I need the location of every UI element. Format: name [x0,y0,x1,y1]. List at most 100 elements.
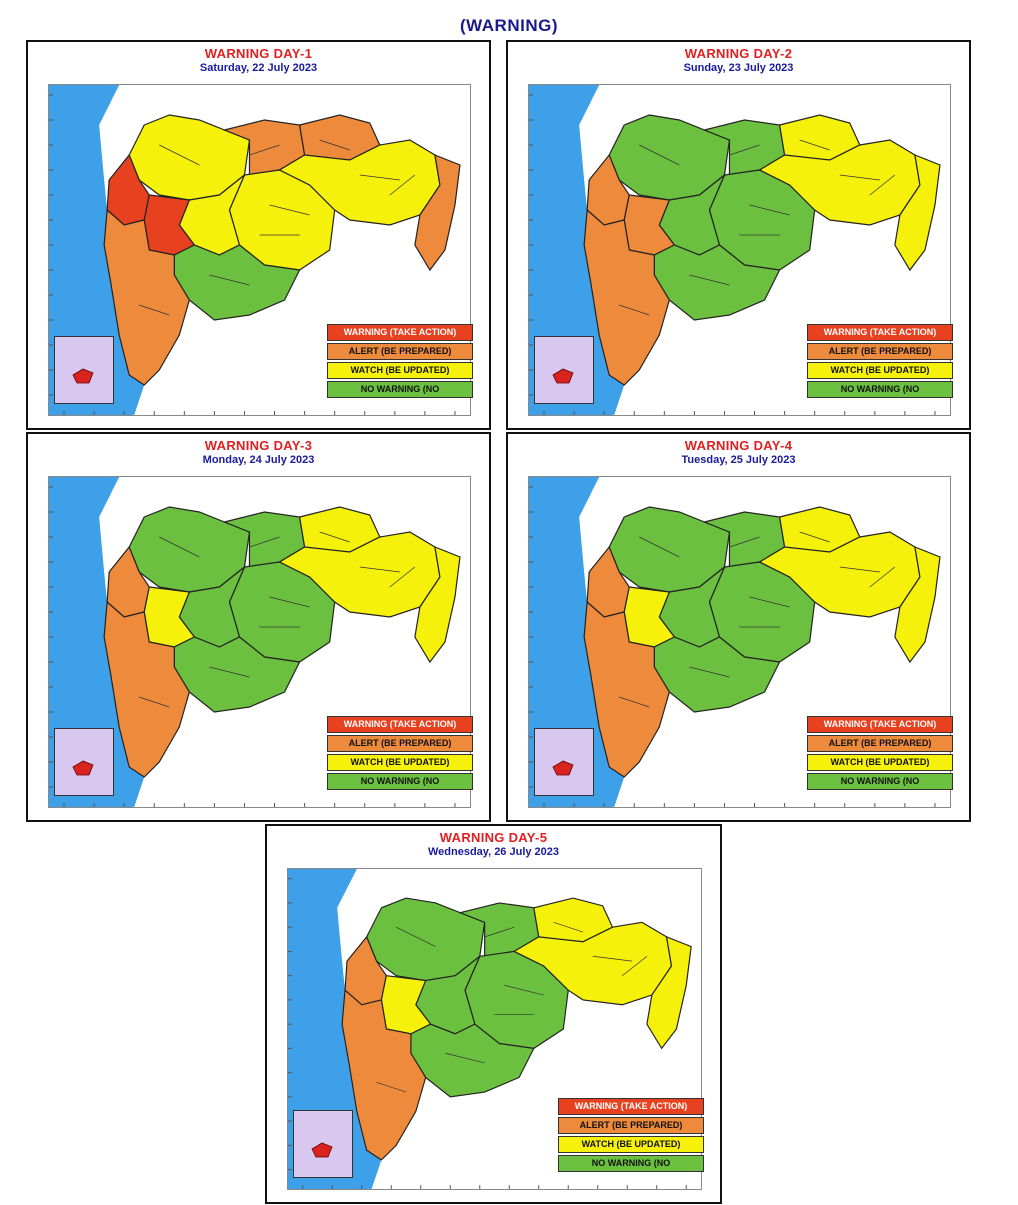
zone-konkan [341,989,427,1161]
legend-warning: WARNING (TAKE ACTION) [327,324,473,341]
panel-date: Saturday, 22 July 2023 [199,62,318,74]
district-boundary [249,144,280,156]
district-boundary [249,536,280,548]
legend-alert: ALERT (BE PREPARED) [327,343,473,360]
panel-title: WARNING DAY-4 [684,438,793,453]
legend-alert: ALERT (BE PREPARED) [807,735,953,752]
inset-map [534,728,594,796]
zone-far-east [414,546,461,664]
district-boundary [359,174,400,181]
zone-far-east [894,154,941,272]
legend-warning: WARNING (TAKE ACTION) [807,716,953,733]
legend-alert: ALERT (BE PREPARED) [327,735,473,752]
state-map [529,477,941,807]
legend-warning: WARNING (TAKE ACTION) [558,1098,704,1115]
state-map [49,477,461,807]
warning-day-1-panel: WARNING DAY-1 Saturday, 22 July 2023 WARNI… [26,40,491,430]
sea-area [49,477,145,807]
inset-map [293,1110,353,1178]
map-frame [287,868,702,1190]
legend-watch: WATCH (BE UPDATED) [558,1136,704,1153]
district-boundary [729,144,760,156]
district-boundary [376,1082,407,1093]
legend-watch: WATCH (BE UPDATED) [327,362,473,379]
legend-no-warning: NO WARNING (NO [327,773,473,790]
district-boundary [839,174,880,181]
sea-area [529,85,625,415]
district-boundary [159,144,200,166]
panel-title: WARNING DAY-3 [204,438,313,453]
district-boundary [689,666,730,678]
map-frame [528,476,951,808]
inset-map [54,336,114,404]
page-title: (WARNING) [460,16,558,35]
district-boundary [139,304,170,316]
map-frame [48,476,471,808]
district-boundary [639,536,680,558]
sea-area [49,85,145,415]
district-boundary [729,536,760,548]
district-boundary [445,1052,485,1064]
district-boundary [799,139,830,151]
district-boundary [749,596,790,608]
map-legend: WARNING (TAKE ACTION) ALERT (BE PREPARED)… [558,1098,704,1174]
state-map [288,869,692,1189]
zone-far-east [646,935,692,1050]
zone-konkan [103,600,190,778]
zone-konkan [103,208,190,386]
india-inset-icon [72,368,94,384]
panel-date: Monday, 24 July 2023 [202,454,315,466]
legend-warning: WARNING (TAKE ACTION) [807,324,953,341]
india-inset-icon [72,760,94,776]
zone-far-east [894,546,941,664]
map-frame [48,84,471,416]
district-boundary [592,955,633,962]
india-inset-icon [552,368,574,384]
state-map [529,85,941,415]
district-boundary [869,566,896,588]
district-boundary [269,596,310,608]
india-inset-icon [311,1142,333,1158]
district-boundary [622,956,648,976]
district-boundary [396,926,436,947]
zone-far-east [414,154,461,272]
warning-day-5-panel: WARNING DAY-5 Wednesday, 26 July 2023 WARN… [265,824,722,1204]
district-boundary [799,531,830,543]
district-boundary [389,174,416,196]
panel-date: Wednesday, 26 July 2023 [427,846,560,858]
map-legend: WARNING (TAKE ACTION) ALERT (BE PREPARED)… [807,716,953,792]
legend-no-warning: NO WARNING (NO [807,381,953,398]
district-boundary [689,274,730,286]
district-boundary [869,174,896,196]
district-boundary [839,566,880,573]
zone-konkan [583,208,670,386]
legend-no-warning: NO WARNING (NO [807,773,953,790]
district-boundary [359,566,400,573]
district-boundary [619,304,650,316]
warning-day-2-panel: WARNING DAY-2 Sunday, 23 July 2023 WARNING… [506,40,971,430]
legend-alert: ALERT (BE PREPARED) [558,1117,704,1134]
district-boundary [504,985,544,996]
district-boundary [553,922,584,933]
legend-alert: ALERT (BE PREPARED) [807,343,953,360]
panel-date: Sunday, 23 July 2023 [683,62,794,74]
district-boundary [159,536,200,558]
legend-watch: WATCH (BE UPDATED) [807,754,953,771]
state-map [49,85,461,415]
district-boundary [389,566,416,588]
zone-konkan [583,600,670,778]
legend-warning: WARNING (TAKE ACTION) [327,716,473,733]
district-boundary [639,144,680,166]
district-boundary [139,696,170,708]
sea-area [529,477,625,807]
warning-day-4-panel: WARNING DAY-4 Tuesday, 25 July 2023 WARNIN… [506,432,971,822]
legend-watch: WATCH (BE UPDATED) [327,754,473,771]
district-boundary [319,531,350,543]
legend-no-warning: NO WARNING (NO [558,1155,704,1172]
panel-title: WARNING DAY-1 [204,46,313,61]
map-legend: WARNING (TAKE ACTION) ALERT (BE PREPARED)… [327,716,473,792]
legend-no-warning: NO WARNING (NO [327,381,473,398]
map-frame [528,84,951,416]
map-legend: WARNING (TAKE ACTION) ALERT (BE PREPARED)… [807,324,953,400]
warning-day-3-panel: WARNING DAY-3 Monday, 24 July 2023 WARNING… [26,432,491,822]
